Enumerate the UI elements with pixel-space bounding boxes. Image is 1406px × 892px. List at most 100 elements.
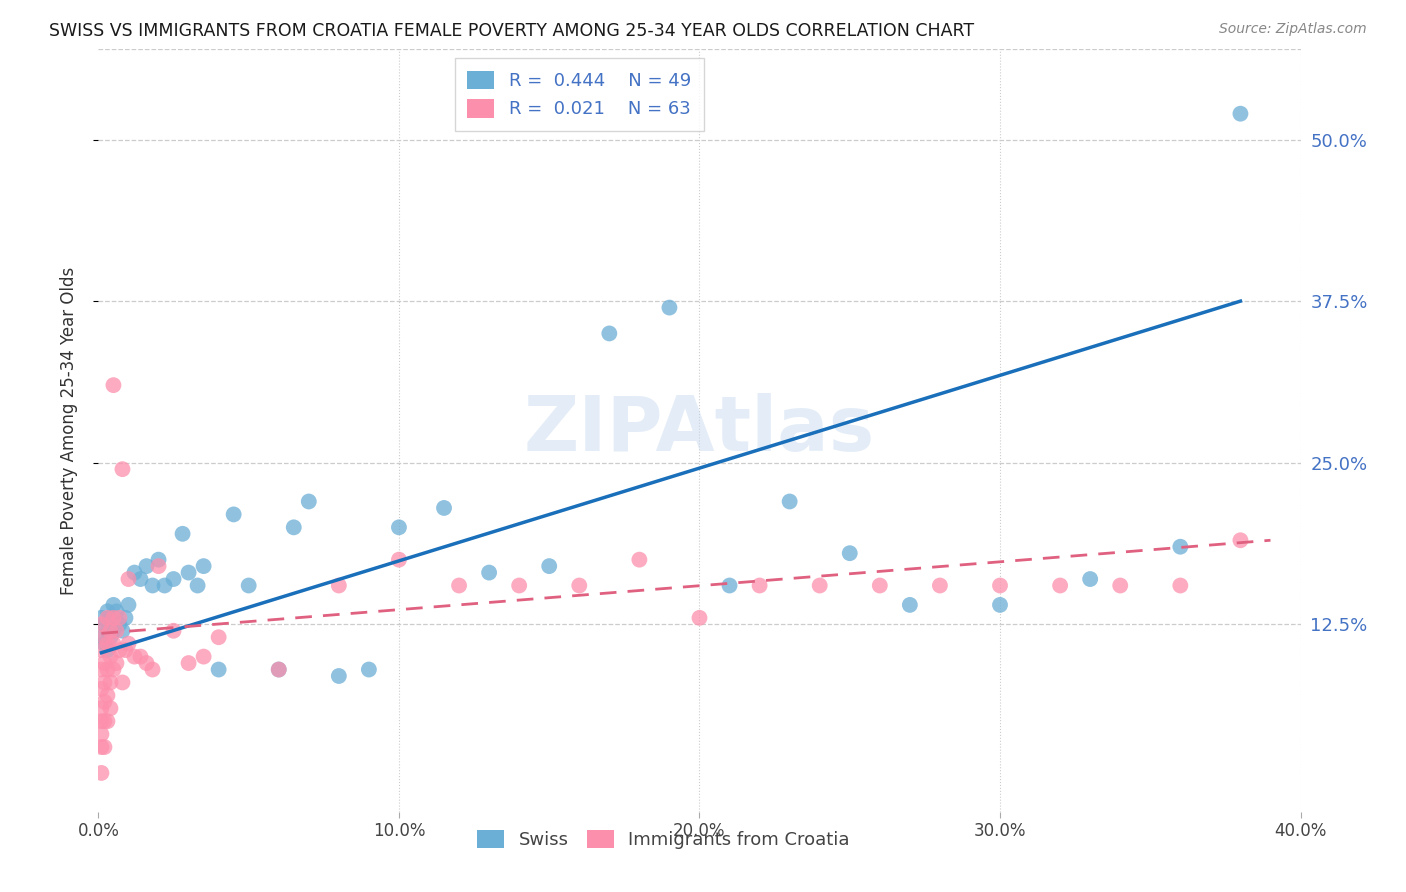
Point — [929, 578, 952, 592]
Point — [162, 624, 184, 638]
Point — [105, 624, 128, 638]
Legend: Swiss, Immigrants from Croatia: Swiss, Immigrants from Croatia — [470, 822, 856, 856]
Point — [1049, 578, 1071, 592]
Point — [103, 611, 125, 625]
Point — [148, 559, 170, 574]
Point — [193, 559, 215, 574]
Point — [90, 727, 112, 741]
Point — [103, 637, 125, 651]
Point — [96, 643, 118, 657]
Point — [148, 552, 170, 566]
Text: ZIPAtlas: ZIPAtlas — [524, 393, 875, 467]
Point — [105, 604, 128, 618]
Point — [1229, 533, 1251, 548]
Point — [187, 578, 209, 592]
Point — [129, 649, 152, 664]
Point — [172, 526, 194, 541]
Point — [96, 714, 118, 729]
Point — [283, 520, 305, 534]
Point — [267, 663, 290, 677]
Point — [124, 649, 146, 664]
Point — [90, 617, 112, 632]
Point — [658, 301, 681, 315]
Point — [108, 617, 131, 632]
Point — [108, 611, 131, 625]
Point — [222, 508, 245, 522]
Point — [93, 740, 115, 755]
Point — [568, 578, 591, 592]
Point — [100, 611, 122, 625]
Point — [869, 578, 891, 592]
Point — [111, 675, 134, 690]
Point — [111, 624, 134, 638]
Point — [100, 624, 122, 638]
Point — [838, 546, 860, 560]
Point — [508, 578, 530, 592]
Point — [357, 663, 380, 677]
Text: Source: ZipAtlas.com: Source: ZipAtlas.com — [1219, 22, 1367, 37]
Point — [96, 637, 118, 651]
Point — [628, 552, 651, 566]
Point — [100, 649, 122, 664]
Point — [117, 598, 139, 612]
Point — [988, 578, 1011, 592]
Point — [808, 578, 831, 592]
Point — [100, 675, 122, 690]
Point — [718, 578, 741, 592]
Point — [90, 701, 112, 715]
Point — [898, 598, 921, 612]
Point — [90, 766, 112, 780]
Point — [988, 598, 1011, 612]
Text: SWISS VS IMMIGRANTS FROM CROATIA FEMALE POVERTY AMONG 25-34 YEAR OLDS CORRELATIO: SWISS VS IMMIGRANTS FROM CROATIA FEMALE … — [49, 22, 974, 40]
Y-axis label: Female Poverty Among 25-34 Year Olds: Female Poverty Among 25-34 Year Olds — [59, 267, 77, 594]
Point — [208, 630, 231, 644]
Point — [153, 578, 176, 592]
Point — [1170, 540, 1192, 554]
Point — [100, 630, 122, 644]
Point — [100, 701, 122, 715]
Point — [90, 611, 112, 625]
Point — [90, 630, 112, 644]
Point — [1078, 572, 1101, 586]
Point — [93, 695, 115, 709]
Point — [117, 637, 139, 651]
Point — [478, 566, 501, 580]
Point — [111, 462, 134, 476]
Point — [135, 559, 157, 574]
Point — [90, 714, 112, 729]
Point — [193, 649, 215, 664]
Point — [1109, 578, 1132, 592]
Point — [96, 604, 118, 618]
Point — [93, 714, 115, 729]
Point — [103, 598, 125, 612]
Point — [538, 559, 561, 574]
Point — [90, 643, 112, 657]
Point — [103, 663, 125, 677]
Point — [103, 624, 125, 638]
Point — [141, 663, 163, 677]
Point — [388, 552, 411, 566]
Point — [114, 643, 136, 657]
Point — [162, 572, 184, 586]
Point — [93, 656, 115, 670]
Point — [1229, 106, 1251, 120]
Point — [208, 663, 231, 677]
Point — [90, 663, 112, 677]
Point — [96, 611, 118, 625]
Point — [103, 378, 125, 392]
Point — [114, 611, 136, 625]
Point — [96, 624, 118, 638]
Point — [108, 643, 131, 657]
Point — [328, 669, 350, 683]
Point — [96, 689, 118, 703]
Point — [135, 656, 157, 670]
Point — [93, 630, 115, 644]
Point — [105, 656, 128, 670]
Point — [93, 637, 115, 651]
Point — [267, 663, 290, 677]
Point — [177, 566, 200, 580]
Point — [177, 656, 200, 670]
Point — [779, 494, 801, 508]
Point — [1170, 578, 1192, 592]
Point — [298, 494, 321, 508]
